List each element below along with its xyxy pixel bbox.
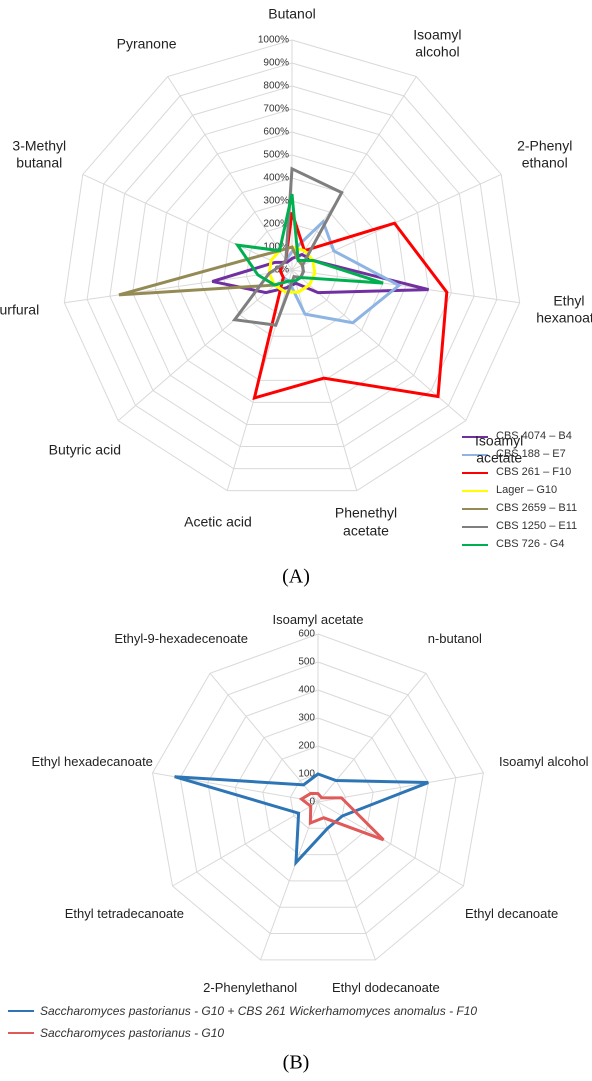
series-line [234, 193, 384, 287]
panel-label: (B) [282, 1051, 310, 1074]
category-label: 2-Phenyl ethanol [517, 137, 573, 171]
radial-axis [291, 269, 520, 304]
category-label: Phenethyl acetate [334, 504, 398, 539]
grid-ring [86, 62, 498, 470]
grid-ring [177, 154, 407, 381]
radial-axis [317, 801, 464, 887]
category-label: Butyric acid [48, 440, 121, 457]
legend-label: Saccharomyces pastorianus - G10 + CBS 26… [40, 1004, 478, 1018]
legend-label: CBS 261 – F10 [496, 466, 572, 478]
legend-label: CBS 1250 – E11 [496, 520, 578, 532]
grid-ring [154, 131, 430, 403]
tick-label: 0 [309, 797, 315, 808]
legend-label: CBS 4074 – B4 [496, 430, 572, 442]
category-label: Isoamyl alcohol [413, 26, 462, 60]
category-label: Ethyl dodecanoate [332, 980, 440, 996]
tick-label: 100% [263, 242, 289, 253]
radial-axis [167, 76, 293, 271]
radial-axis [291, 173, 502, 271]
grid-ring [109, 85, 475, 448]
category-label: n-butanol [427, 630, 482, 646]
category-label: Ethyl-9-hexadecenoate [114, 630, 249, 646]
category-label: Pyranone [116, 34, 177, 51]
radial-axis [291, 76, 417, 271]
radial-axis [260, 801, 319, 961]
category-label: Isoamyl acetate [475, 432, 524, 466]
tick-label: 400 [298, 685, 315, 696]
grid-ring [132, 108, 452, 425]
radial-axis [64, 269, 293, 304]
category-label: Isoamyl alcohol [498, 754, 589, 770]
series-line [231, 166, 344, 327]
series-line [267, 245, 317, 294]
tick-label: 300 [298, 713, 315, 724]
panel-label: (A) [282, 565, 310, 588]
legend-label: Lager – G10 [496, 484, 558, 496]
legend-label: CBS 2659 – B11 [496, 502, 578, 514]
series-line [174, 772, 429, 867]
radial-axis [209, 672, 319, 803]
category-label: Isoamyl acetate [272, 611, 364, 627]
category-label: Acetic acid [184, 513, 252, 530]
tick-label: 900% [263, 58, 289, 69]
grid-ring [200, 177, 384, 359]
grid-ring [63, 39, 521, 492]
tick-label: 500% [263, 150, 289, 161]
grid-ring [262, 745, 374, 856]
legend-label: CBS 188 – E7 [496, 448, 566, 460]
grid-ring [234, 717, 402, 882]
radial-axis [172, 801, 319, 887]
series-line [298, 791, 385, 842]
grid-ring [207, 689, 429, 908]
tick-label: 300% [263, 196, 289, 207]
tick-label: 200% [263, 219, 289, 230]
radial-axis [317, 772, 484, 803]
legend-label: Saccharomyces pastorianus - G10 [40, 1026, 225, 1040]
legend-label: CBS 726 - G4 [496, 538, 565, 550]
category-label: Ethyl hexanoate [536, 292, 592, 326]
grid-ring [179, 661, 457, 935]
tick-label: 700% [263, 104, 289, 115]
tick-label: 200 [298, 741, 315, 752]
tick-label: 1000% [258, 35, 289, 46]
radial-axis [82, 173, 293, 271]
tick-label: 100 [298, 769, 315, 780]
category-label: Ethyl tetradecanoate [64, 905, 184, 921]
tick-label: 600% [263, 127, 289, 138]
category-label: Ethyl hexadecanoate [31, 754, 153, 770]
grid-ring [152, 633, 484, 961]
tick-label: 500 [298, 657, 315, 668]
tick-label: 400% [263, 173, 289, 184]
category-label: 2-Phenylethanol [203, 980, 298, 996]
grid-ring [289, 773, 347, 829]
tick-label: 600 [298, 629, 315, 640]
tick-label: 800% [263, 81, 289, 92]
category-label: Butanol [268, 5, 316, 22]
radial-axis [117, 269, 293, 421]
category-label: 3-Methyl butanal [12, 137, 67, 171]
category-label: Ethyl decanoate [464, 905, 559, 921]
category-label: Furfural [0, 301, 40, 318]
